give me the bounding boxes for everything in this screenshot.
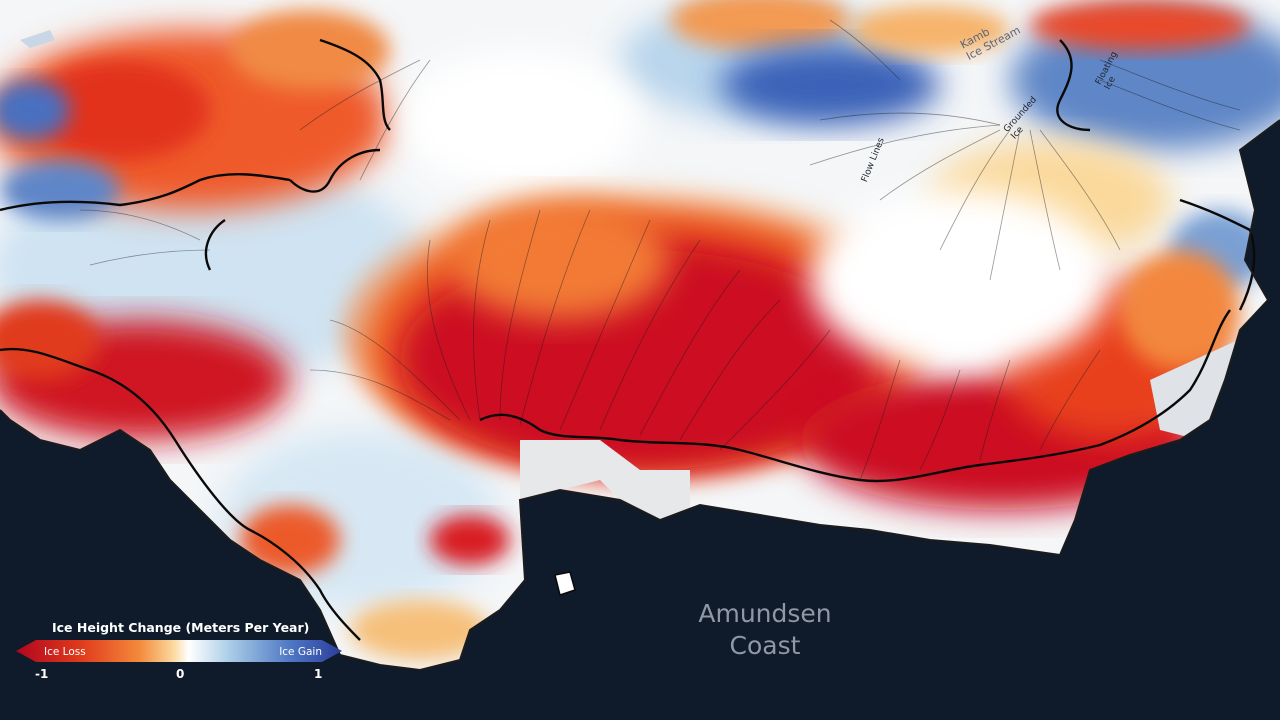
legend-tick-max: 1 — [314, 667, 323, 681]
legend-gain-label: Ice Gain — [279, 646, 322, 658]
small-island — [554, 571, 576, 596]
flow-lines — [79, 19, 1241, 481]
legend-loss-label: Ice Loss — [44, 646, 86, 658]
legend-tick-mid: 0 — [176, 667, 185, 681]
legend-title: Ice Height Change (Meters Per Year) — [52, 620, 310, 635]
coastline — [0, 119, 1280, 672]
amundsen-coast-label: Amundsen Coast — [698, 599, 832, 660]
legend-tick-min: -1 — [35, 667, 49, 681]
legend-bar-graphic — [16, 640, 342, 662]
small-island — [20, 30, 55, 48]
